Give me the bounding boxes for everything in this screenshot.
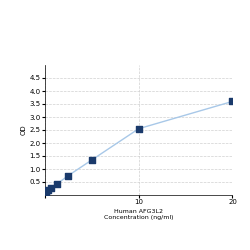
Point (66, 174, 70, 178)
X-axis label: Human AFG3L2
Concentration (ng/ml): Human AFG3L2 Concentration (ng/ml) (104, 209, 174, 220)
Point (90, 158, 94, 162)
Point (55, 182, 59, 186)
Point (137, 127, 141, 131)
Point (44, 190, 48, 194)
Y-axis label: OD: OD (21, 125, 27, 135)
Point (49, 186, 53, 190)
Point (43, 190, 47, 194)
Point (44, 189, 48, 193)
Point (46, 188, 50, 192)
Point (230, 100, 234, 103)
